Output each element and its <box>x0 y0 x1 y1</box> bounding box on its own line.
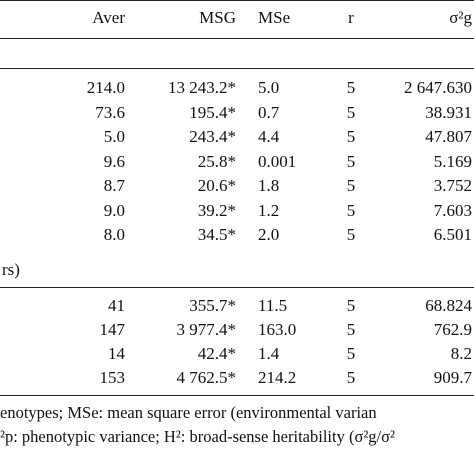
table-cell: 909.7 <box>433 368 472 387</box>
table-cell: 47.807 <box>425 127 472 146</box>
table-cell: 214.0 <box>86 78 125 97</box>
table-cell: 153 <box>99 368 126 387</box>
table-cell: 5 <box>346 200 356 220</box>
table-cell: 5 <box>346 127 356 146</box>
table-cell: 8.0 <box>103 225 125 244</box>
table-cell: 214.2 <box>258 368 297 387</box>
column-header: MSG <box>199 8 236 27</box>
table-cell: 25.8* <box>197 151 236 171</box>
table-rule <box>0 68 474 69</box>
table-cell: 4 762.5* <box>176 368 237 387</box>
column-header: Aver <box>92 8 125 27</box>
table-cell: 11.5 <box>258 296 288 315</box>
table-cell: 13 243.2* <box>168 78 236 97</box>
table-rule <box>0 287 474 288</box>
table-cell: 243.4* <box>189 127 236 146</box>
table-cell: 1.2 <box>258 200 280 220</box>
column-header: MSe <box>258 8 291 27</box>
table-cell: 20.6* <box>197 176 236 195</box>
table-rule <box>0 38 474 39</box>
table-rule <box>0 395 474 396</box>
table-cell: 5 <box>346 320 356 339</box>
table-cell: 762.9 <box>433 320 472 339</box>
table-cell: 2.0 <box>258 225 280 244</box>
table-cell: 73.6 <box>95 102 125 122</box>
column-header: σ²g <box>449 8 472 27</box>
table-cell: 5 <box>346 296 356 315</box>
table-cell: 5 <box>346 78 356 97</box>
table-cell: 34.5* <box>197 225 236 244</box>
table-cell: 355.7* <box>189 296 236 315</box>
table-cell: 9.6 <box>103 151 125 171</box>
table-cell: 5 <box>346 225 356 244</box>
table-cell: 6.501 <box>433 225 472 244</box>
table-cell: 3 977.4* <box>176 320 237 339</box>
table-cell: 14 <box>108 344 125 363</box>
table-cell: 68.824 <box>425 296 472 315</box>
table-cell: 1.8 <box>258 176 280 195</box>
table-cell: 147 <box>99 320 126 339</box>
table-cell: 42.4* <box>197 344 236 363</box>
table-cell: 163.0 <box>258 320 297 339</box>
table-cell: 0.001 <box>258 151 297 171</box>
table-cell: 2 647.630 <box>404 78 472 97</box>
table-cell: 5 <box>346 102 356 122</box>
table-cell: 39.2* <box>197 200 236 220</box>
table-cell: 5 <box>346 368 356 387</box>
table-cell: 38.931 <box>425 102 472 122</box>
table-cell: 7.603 <box>433 200 472 220</box>
table-cell: 5.0 <box>103 127 125 146</box>
table-cell: 5 <box>346 176 356 195</box>
table-cell: 8.7 <box>103 176 125 195</box>
table-cell: 5 <box>346 151 356 171</box>
table-cell: 1.4 <box>258 344 280 363</box>
table-cell: 4.4 <box>258 127 280 146</box>
footnote: ²p: phenotypic variance; H²: broad-sense… <box>0 427 395 446</box>
table-cell: 0.7 <box>258 102 280 122</box>
table-cell: 8.2 <box>450 344 472 363</box>
table-cell: 5.0 <box>258 78 280 97</box>
table-cell: 195.4* <box>189 102 236 122</box>
column-header: r <box>348 8 354 27</box>
section-label: rs) <box>2 260 20 279</box>
table-rule <box>0 0 474 1</box>
table-cell: 41 <box>108 296 125 315</box>
footnote: enotypes; MSe: mean square error (enviro… <box>0 403 377 422</box>
table-cell: 3.752 <box>433 176 472 195</box>
table-cell: 5.169 <box>433 151 472 171</box>
table-cell: 9.0 <box>103 200 125 220</box>
table-cell: 5 <box>346 344 356 363</box>
